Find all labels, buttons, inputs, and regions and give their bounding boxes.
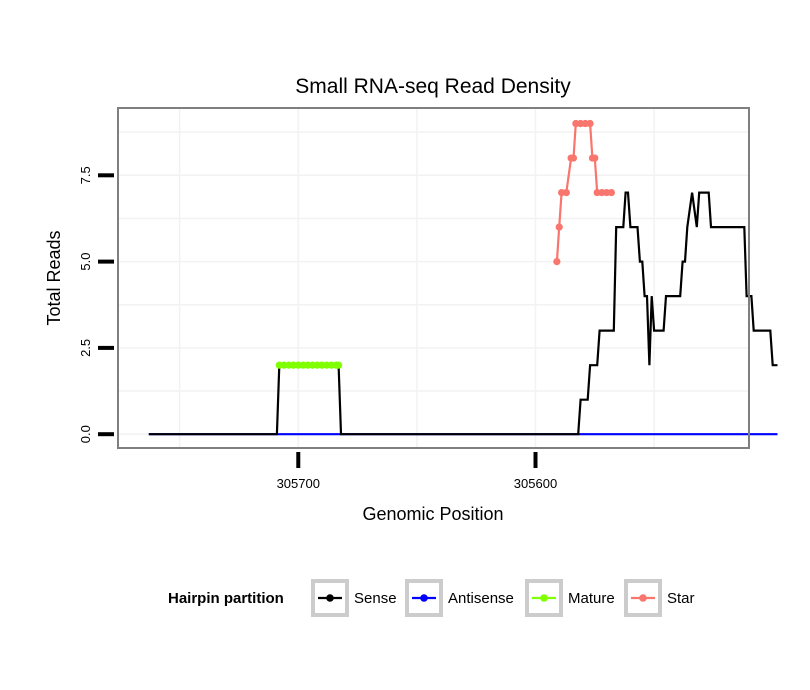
data-point-mature	[335, 361, 343, 369]
y-axis-label: Total Reads	[44, 230, 64, 325]
data-point-star	[591, 154, 599, 162]
x-tick-label: 305700	[277, 476, 320, 491]
y-tick-label: 5.0	[78, 253, 93, 271]
grid-lines	[118, 108, 749, 448]
legend-label: Star	[667, 590, 695, 607]
legend-key-point	[540, 594, 548, 602]
legend-item-star: Star	[624, 579, 695, 617]
data-point-star	[555, 223, 563, 231]
data-point-star	[569, 154, 578, 162]
legend-label: Sense	[354, 590, 397, 607]
legend-item-sense: Sense	[311, 579, 397, 617]
legend-label: Antisense	[448, 590, 514, 607]
y-tick-label: 2.5	[78, 339, 93, 357]
plot-panel-border	[117, 107, 750, 449]
legend: Hairpin partition Sense Antisense Mature St…	[168, 579, 695, 617]
legend-label: Mature	[568, 590, 615, 607]
legend-item-antisense: Antisense	[405, 579, 514, 617]
data-point-star	[586, 119, 594, 128]
legend-item-mature: Mature	[525, 579, 615, 617]
series-line-sense	[148, 191, 778, 436]
y-tick-label: 7.5	[78, 166, 93, 184]
y-tick-label: 0.0	[78, 425, 93, 443]
series-layer	[148, 119, 778, 436]
legend-key-point	[639, 594, 647, 602]
data-point-star	[553, 258, 561, 266]
x-axis-label: Genomic Position	[362, 504, 503, 524]
legend-key-point	[420, 594, 428, 602]
legend-title: Hairpin partition	[168, 590, 284, 607]
axes: 0.0 2.5 5.0 7.5 305700 305600	[78, 166, 557, 491]
legend-key-point	[326, 594, 334, 602]
chart-title: Small RNA-seq Read Density	[295, 75, 571, 98]
data-point-star	[562, 188, 570, 197]
x-tick-label: 305600	[514, 476, 557, 491]
data-point-star	[607, 188, 616, 197]
